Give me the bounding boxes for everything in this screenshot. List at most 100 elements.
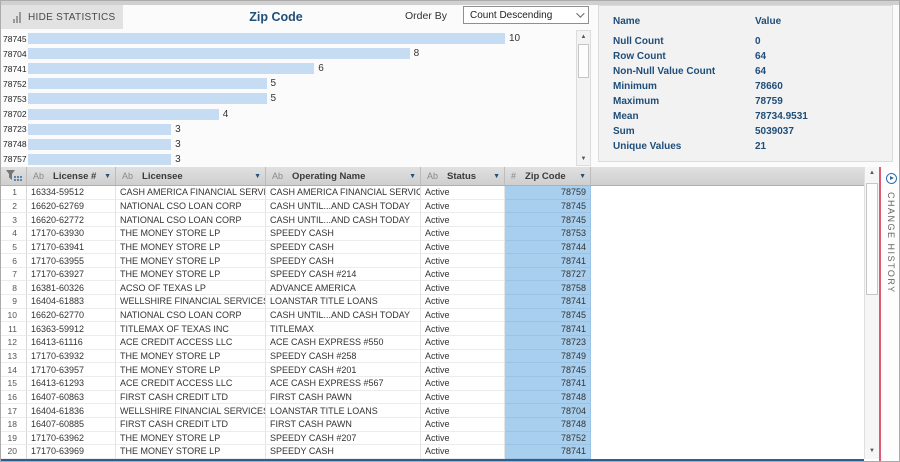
cell-zip[interactable]: 78704	[505, 404, 591, 418]
cell-zip[interactable]: 78745	[505, 363, 591, 377]
statistic-value: 78734.9531	[755, 111, 808, 122]
table-row[interactable]: 18 16407-60885 FIRST CASH CREDIT LTD FIRST …	[1, 417, 864, 432]
cell-zip[interactable]: 78727	[505, 267, 591, 282]
table-row[interactable]: 7 17170-63927 THE MONEY STORE LP SPEEDY CAS…	[1, 267, 864, 282]
bar[interactable]	[28, 63, 315, 75]
cell-zip[interactable]: 78752	[505, 431, 591, 446]
cell-zip[interactable]: 78749	[505, 349, 591, 364]
table-row[interactable]: 2 16620-62769 NATIONAL CSO LOAN CORP CASH U…	[1, 199, 864, 214]
table-row[interactable]: 12 16413-61116 ACE CREDIT ACCESS LLC ACE CA…	[1, 336, 864, 350]
order-by-select[interactable]: Count Descending	[463, 6, 589, 24]
cell-licensee: THE MONEY STORE LP	[116, 431, 266, 446]
cell-operating_name: CASH UNTIL...AND CASH TODAY	[266, 199, 421, 214]
column-header-operating-name[interactable]: Ab Operating Name ▼	[266, 167, 421, 185]
bar[interactable]	[28, 123, 172, 135]
cell-operating_name: FIRST CASH PAWN	[266, 417, 421, 432]
table-row[interactable]: 20 17170-63969 THE MONEY STORE LP SPEEDY CA…	[1, 445, 864, 459]
statistic-value: 21	[755, 141, 767, 152]
cell-zip[interactable]: 78741	[505, 322, 591, 337]
bar-chart-icon	[13, 11, 21, 23]
table-row[interactable]: 3 16620-62772 NATIONAL CSO LOAN CORP CASH U…	[1, 213, 864, 227]
bar-chart: 78745 10 78704 8 78741 6 78752 5 78753 5 78702 4 787…	[1, 31, 575, 167]
table-row[interactable]: 10 16620-62770 NATIONAL CSO LOAN CORP CASH …	[1, 308, 864, 323]
statistic-row: Maximum 78759	[613, 94, 892, 109]
table-row[interactable]: 9 16404-61883 WELLSHIRE FINANCIAL SERVICES…	[1, 295, 864, 309]
scroll-up-icon[interactable]: ▲	[580, 34, 587, 40]
cell-zip[interactable]: 78745	[505, 199, 591, 214]
bar[interactable]	[28, 48, 410, 60]
hide-statistics-button[interactable]: HIDE STATISTICS	[1, 5, 123, 29]
table-row[interactable]: 1 16334-59512 CASH AMERICA FINANCIAL SERVI…	[1, 186, 864, 200]
cell-zip[interactable]: 78741	[505, 295, 591, 309]
table-row[interactable]: 16 16407-60863 FIRST CASH CREDIT LTD FIRST …	[1, 390, 864, 405]
table-row[interactable]: 19 17170-63962 THE MONEY STORE LP SPEEDY CA…	[1, 431, 864, 446]
chart-bar-row[interactable]: 78741 6	[1, 61, 575, 76]
chart-scrollbar[interactable]: ▲ ▼	[576, 30, 591, 166]
order-by-value: Count Descending	[470, 9, 553, 21]
chart-bar-row[interactable]: 78723 3	[1, 122, 575, 137]
cell-zip[interactable]: 78753	[505, 226, 591, 241]
scroll-up-icon[interactable]: ▲	[869, 170, 875, 176]
column-menu-icon[interactable]: ▼	[409, 172, 416, 180]
cell-zip[interactable]: 78745	[505, 213, 591, 227]
bar[interactable]	[28, 153, 172, 165]
table-row[interactable]: 11 16363-59912 TITLEMAX OF TEXAS INC TITLEM…	[1, 322, 864, 337]
table-scrollbar-thumb[interactable]	[866, 183, 878, 295]
column-menu-icon[interactable]: ▼	[104, 172, 111, 180]
chart-bar-row[interactable]: 78753 5	[1, 91, 575, 106]
change-history-panel[interactable]: CHANGE HISTORY	[881, 167, 899, 461]
cell-status: Active	[421, 281, 505, 296]
filter-grid-icon[interactable]	[1, 167, 27, 185]
column-header-licensee[interactable]: Ab Licensee ▼	[116, 167, 266, 185]
row-number: 1	[1, 186, 27, 200]
bar[interactable]	[28, 33, 505, 45]
table-row[interactable]: 15 16413-61293 ACE CREDIT ACCESS LLC ACE CA…	[1, 376, 864, 391]
column-header-status[interactable]: Ab Status ▼	[421, 167, 505, 185]
cell-zip[interactable]: 78741	[505, 254, 591, 268]
statistic-name: Sum	[613, 126, 635, 137]
bar[interactable]	[28, 78, 267, 90]
cell-licensee: WELLSHIRE FINANCIAL SERVICES LLC	[116, 295, 266, 309]
cell-zip[interactable]: 78758	[505, 281, 591, 296]
table-row[interactable]: 8 16381-60326 ACSO OF TEXAS LP ADVANCE AMER…	[1, 281, 864, 296]
table-row[interactable]: 17 16404-61836 WELLSHIRE FINANCIAL SERVICE…	[1, 404, 864, 418]
cell-zip[interactable]: 78759	[505, 186, 591, 200]
cell-zip[interactable]: 78744	[505, 240, 591, 255]
chart-bar-row[interactable]: 78745 10	[1, 31, 575, 46]
cell-license: 17170-63955	[27, 254, 116, 268]
table-scrollbar[interactable]: ▲ ▼	[864, 167, 879, 459]
cell-license: 17170-63941	[27, 240, 116, 255]
cell-license: 16404-61836	[27, 404, 116, 418]
cell-zip[interactable]: 78741	[505, 445, 591, 459]
scroll-down-icon[interactable]: ▼	[580, 156, 587, 162]
chart-bar-row[interactable]: 78748 3	[1, 137, 575, 152]
bar[interactable]	[28, 108, 219, 120]
cell-zip[interactable]: 78741	[505, 376, 591, 391]
column-menu-icon[interactable]: ▼	[493, 172, 500, 180]
table-row[interactable]: 5 17170-63941 THE MONEY STORE LP SPEEDY CAS…	[1, 240, 864, 255]
bar[interactable]	[28, 138, 172, 150]
chart-bar-row[interactable]: 78757 3	[1, 152, 575, 167]
chart-bar-row[interactable]: 78702 4	[1, 106, 575, 121]
table-row[interactable]: 14 17170-63957 THE MONEY STORE LP SPEEDY CA…	[1, 363, 864, 377]
table-row[interactable]: 4 17170-63930 THE MONEY STORE LP SPEEDY CAS…	[1, 226, 864, 241]
table-row[interactable]: 6 17170-63955 THE MONEY STORE LP SPEEDY CAS…	[1, 254, 864, 268]
column-menu-icon[interactable]: ▼	[254, 172, 261, 180]
statistic-name: Maximum	[613, 96, 660, 107]
chart-scrollbar-thumb[interactable]	[578, 44, 589, 78]
cell-zip[interactable]: 78748	[505, 417, 591, 432]
bar[interactable]	[28, 93, 267, 105]
bar-category-label: 78745	[3, 33, 27, 44]
cell-status: Active	[421, 431, 505, 446]
column-menu-icon[interactable]: ▼	[579, 172, 586, 180]
cell-zip[interactable]: 78748	[505, 390, 591, 405]
cell-zip[interactable]: 78723	[505, 336, 591, 350]
scroll-down-icon[interactable]: ▼	[869, 448, 875, 454]
expand-panel-icon[interactable]	[885, 173, 897, 184]
chart-bar-row[interactable]: 78752 5	[1, 76, 575, 91]
column-header-license-[interactable]: Ab License # ▼	[27, 167, 116, 185]
cell-zip[interactable]: 78745	[505, 308, 591, 323]
chart-bar-row[interactable]: 78704 8	[1, 46, 575, 61]
column-header-zip-code[interactable]: # Zip Code ▼	[505, 167, 591, 185]
table-row[interactable]: 13 17170-63932 THE MONEY STORE LP SPEEDY CA…	[1, 349, 864, 364]
